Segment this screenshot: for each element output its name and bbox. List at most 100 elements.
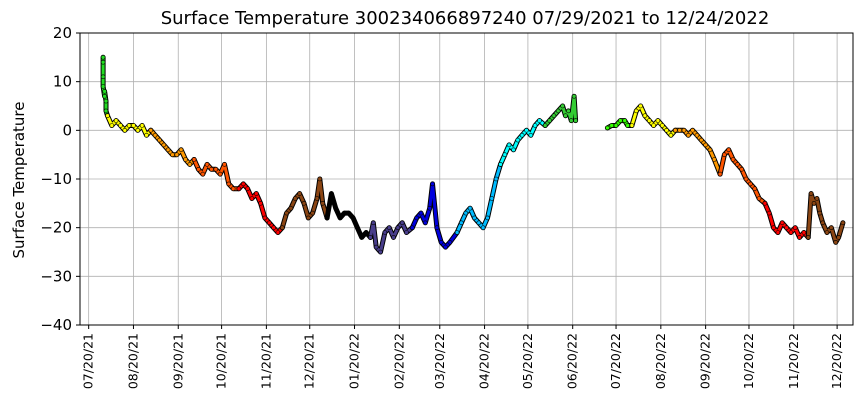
- data-point: [694, 132, 700, 138]
- y-tick-label: −20: [40, 219, 72, 237]
- data-point: [547, 118, 552, 123]
- x-tick-label: 11/20/22: [786, 333, 801, 389]
- data-point: [726, 147, 732, 153]
- data-point: [105, 113, 110, 118]
- data-point: [386, 225, 392, 230]
- x-tick-label: 09/20/21: [170, 333, 185, 389]
- data-point: [258, 201, 263, 206]
- data-point: [262, 215, 268, 221]
- data-point: [370, 220, 376, 226]
- data-point: [622, 118, 628, 123]
- data-point: [613, 123, 619, 128]
- data-point: [301, 201, 307, 206]
- data-point: [253, 191, 259, 196]
- x-tick-label: 10/20/22: [741, 333, 756, 389]
- data-point: [333, 205, 339, 211]
- series-outline: [498, 118, 548, 167]
- series-9: [454, 161, 503, 235]
- data-point: [672, 128, 678, 133]
- data-point: [178, 147, 184, 153]
- data-point: [646, 118, 652, 123]
- data-point: [378, 249, 383, 255]
- data-point: [642, 113, 648, 118]
- data-point: [271, 225, 276, 230]
- data-point: [824, 230, 830, 235]
- data-point: [609, 123, 615, 128]
- data-point: [502, 152, 508, 157]
- data-point: [664, 128, 669, 133]
- x-tick-label: 12/20/21: [302, 333, 317, 389]
- data-point: [788, 230, 794, 235]
- data-point: [191, 157, 197, 162]
- data-point: [779, 220, 785, 226]
- chart-title: Surface Temperature 300234066897240 07/2…: [161, 8, 770, 29]
- data-point: [563, 113, 568, 118]
- data-point: [337, 215, 343, 221]
- data-point: [511, 147, 516, 153]
- data-point: [314, 196, 320, 201]
- data-point: [230, 186, 236, 191]
- x-tick-label: 09/20/22: [698, 333, 713, 389]
- data-point: [756, 196, 762, 201]
- data-point: [310, 210, 315, 216]
- y-tick-label: −10: [40, 170, 72, 188]
- y-axis-label: Surface Temperature: [10, 102, 28, 259]
- series-0: [100, 54, 110, 119]
- series-7: [367, 220, 415, 255]
- data-point: [196, 167, 201, 172]
- data-point: [226, 181, 232, 187]
- data-point: [100, 74, 106, 80]
- x-tick-label: 10/20/21: [214, 333, 229, 389]
- x-tick-label: 06/20/22: [565, 333, 580, 389]
- series-8: [409, 181, 460, 250]
- data-point: [836, 235, 841, 240]
- series-5: [279, 176, 330, 231]
- data-point: [730, 157, 736, 162]
- data-point: [722, 152, 727, 157]
- series-6: [324, 191, 373, 240]
- series-2: [148, 127, 197, 167]
- x-axis-ticks: 07/20/21 08/20/21 09/20/21 10/20/21 11/20/21…: [81, 325, 844, 389]
- data-point: [808, 191, 814, 196]
- data-point: [118, 123, 123, 128]
- data-point: [605, 125, 610, 131]
- data-point: [618, 118, 623, 123]
- data-point: [735, 162, 740, 167]
- x-tick-label: 02/20/22: [391, 333, 406, 389]
- data-point: [438, 240, 444, 245]
- x-tick-label: 05/20/22: [520, 333, 535, 389]
- data-point: [792, 225, 798, 230]
- data-point: [707, 147, 713, 153]
- series-4: [236, 181, 285, 235]
- data-point: [625, 123, 630, 128]
- data-point: [690, 128, 695, 133]
- x-tick-label: 07/20/22: [608, 333, 623, 389]
- data-point: [157, 137, 162, 143]
- data-point: [711, 157, 717, 162]
- data-point: [427, 205, 433, 211]
- data-point: [122, 128, 128, 133]
- data-point: [542, 123, 548, 128]
- data-point: [762, 201, 768, 206]
- data-point: [638, 103, 643, 109]
- data-point: [833, 240, 839, 245]
- data-point: [236, 186, 242, 191]
- data-point: [346, 210, 352, 216]
- data-point: [476, 220, 482, 226]
- data-point: [359, 235, 365, 240]
- data-point: [342, 210, 347, 216]
- data-point: [801, 230, 807, 235]
- data-point: [659, 123, 665, 128]
- y-tick-label: 10: [53, 73, 72, 91]
- y-tick-label: 0: [62, 121, 72, 139]
- data-point: [454, 230, 460, 235]
- data-point: [355, 225, 360, 230]
- data-point: [430, 181, 435, 187]
- data-point: [677, 128, 682, 133]
- data-point: [528, 132, 534, 138]
- data-point: [459, 220, 464, 226]
- data-point: [131, 123, 136, 128]
- data-point: [566, 108, 571, 114]
- data-point: [532, 123, 538, 128]
- data-point: [629, 123, 635, 128]
